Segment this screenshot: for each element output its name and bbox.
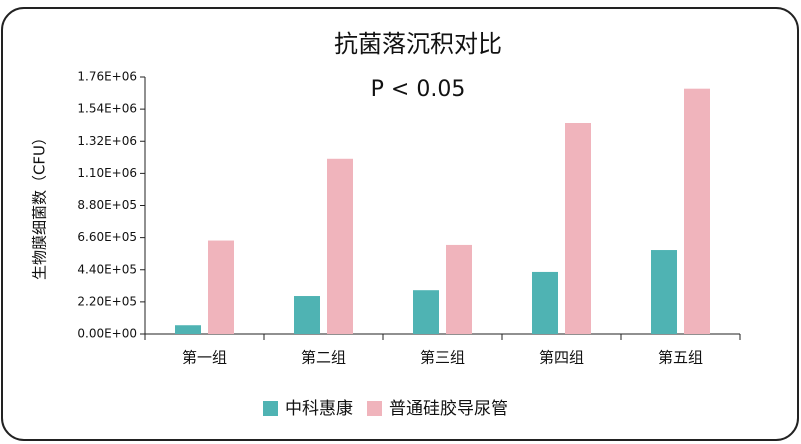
- bar: [532, 271, 558, 334]
- x-tick-label: 第一组: [182, 349, 227, 367]
- legend-swatch: [263, 401, 278, 416]
- x-tick-label: 第三组: [420, 349, 465, 367]
- y-tick-label: 2.20E+05: [77, 294, 137, 308]
- y-tick-label: 1.32E+06: [77, 134, 137, 148]
- y-tick-label: 6.60E+05: [77, 230, 137, 244]
- bar: [684, 88, 710, 334]
- x-tick-label: 第二组: [301, 349, 346, 367]
- y-tick-label: 8.80E+05: [77, 198, 137, 212]
- bar: [208, 240, 234, 334]
- y-tick-label: 0.00E+00: [77, 327, 137, 341]
- chart-title: 抗菌落沉积对比: [334, 30, 502, 58]
- bar: [413, 290, 439, 334]
- legend-swatch: [367, 401, 382, 416]
- y-tick-label: 1.10E+06: [77, 166, 137, 180]
- y-tick-label: 1.76E+06: [77, 70, 137, 84]
- bar: [327, 158, 353, 334]
- bar: [294, 296, 320, 334]
- bar: [651, 250, 677, 334]
- bar: [565, 122, 591, 334]
- y-tick-label: 4.40E+05: [77, 262, 137, 276]
- legend-label: 普通硅胶导尿管: [389, 399, 508, 419]
- x-tick-label: 第四组: [539, 349, 584, 367]
- bar: [175, 325, 201, 334]
- bar: [446, 244, 472, 334]
- y-tick-label: 1.54E+06: [77, 102, 137, 116]
- x-tick-label: 第五组: [658, 349, 703, 367]
- legend-label: 中科惠康: [285, 399, 353, 419]
- annotation: P < 0.05: [371, 77, 466, 102]
- y-axis-label: 生物膜细菌数（CFU）: [31, 130, 49, 280]
